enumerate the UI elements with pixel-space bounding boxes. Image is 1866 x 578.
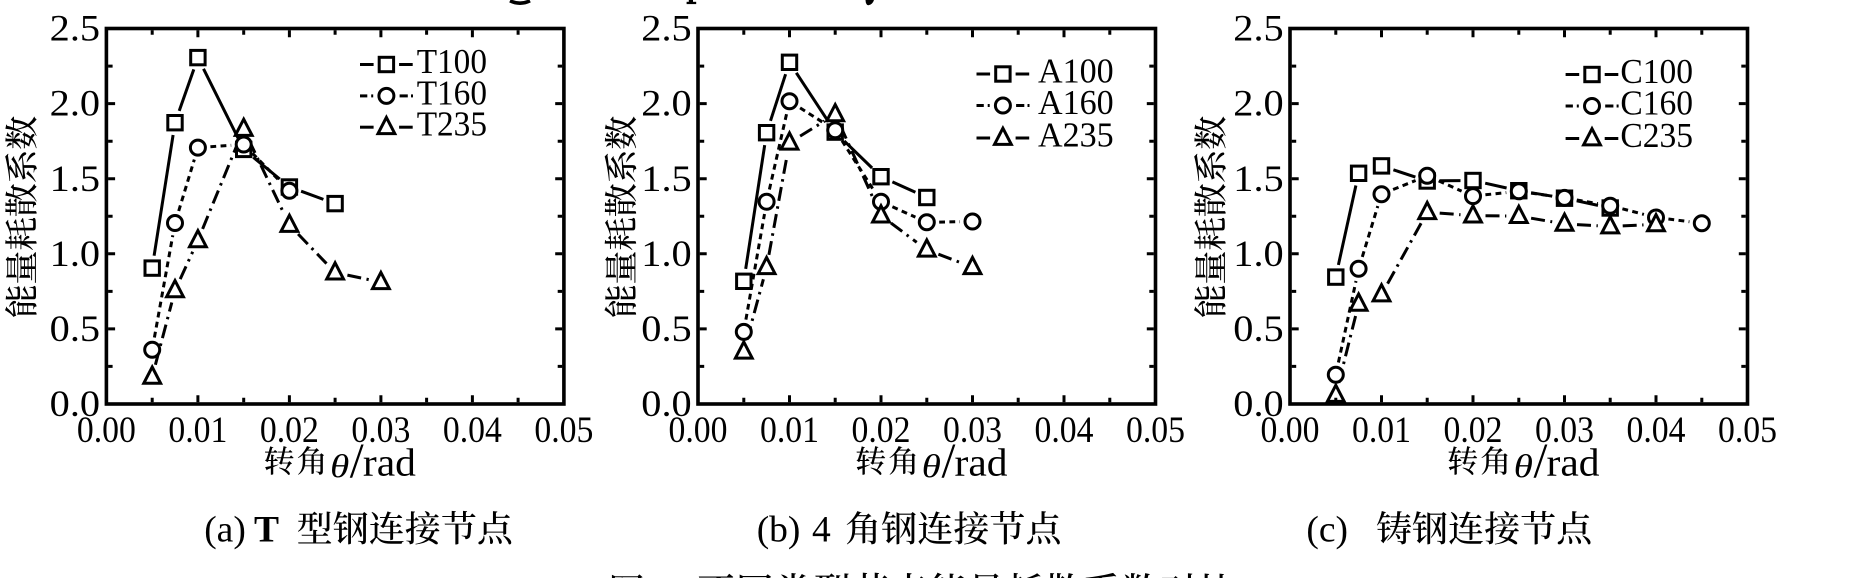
svg-text:0.0: 0.0 [50, 383, 100, 424]
svg-text:θ: θ [922, 448, 941, 485]
svg-text:θ: θ [330, 448, 349, 485]
svg-text:0.04: 0.04 [1627, 409, 1686, 450]
svg-text:1.0: 1.0 [1233, 233, 1283, 274]
svg-text:1.5: 1.5 [50, 158, 100, 199]
svg-text:1.0: 1.0 [50, 233, 100, 274]
svg-text:0.01: 0.01 [1352, 409, 1411, 450]
svg-text:(b): (b) [757, 510, 801, 551]
svg-text:0.00: 0.00 [1261, 409, 1320, 450]
svg-text:0.03: 0.03 [1535, 409, 1594, 450]
svg-text:rad: rad [363, 440, 416, 484]
svg-text:0.0: 0.0 [641, 383, 691, 424]
svg-text:1.5: 1.5 [1233, 158, 1283, 199]
svg-text:/: / [350, 432, 364, 488]
svg-text:0.02: 0.02 [260, 409, 319, 450]
svg-text:(a): (a) [204, 510, 246, 551]
svg-text:0.0: 0.0 [1233, 383, 1283, 424]
svg-text:0.03: 0.03 [351, 409, 410, 450]
svg-text:2.5: 2.5 [1233, 8, 1283, 49]
svg-text:θ: θ [1514, 448, 1533, 485]
svg-text:2.0: 2.0 [641, 83, 691, 124]
svg-text:0.05: 0.05 [534, 409, 593, 450]
svg-text:0.5: 0.5 [641, 308, 691, 349]
svg-text:2.0: 2.0 [50, 83, 100, 124]
svg-text:2.0: 2.0 [1233, 83, 1283, 124]
svg-text:0.04: 0.04 [443, 409, 502, 450]
svg-text:0.00: 0.00 [669, 409, 728, 450]
svg-text:0.02: 0.02 [852, 409, 911, 450]
svg-text:0.5: 0.5 [50, 308, 100, 349]
svg-text:0.04: 0.04 [1035, 409, 1094, 450]
svg-text:rad: rad [955, 440, 1008, 484]
svg-text:0.03: 0.03 [943, 409, 1002, 450]
svg-text:0.00: 0.00 [77, 409, 136, 450]
svg-text:0.01: 0.01 [168, 409, 227, 450]
svg-text:C235: C235 [1620, 116, 1693, 155]
svg-text:0.5: 0.5 [1233, 308, 1283, 349]
svg-text:A160: A160 [1038, 83, 1114, 122]
svg-text:A100: A100 [1038, 52, 1114, 91]
svg-text:0.02: 0.02 [1444, 409, 1503, 450]
svg-text:T235: T235 [417, 105, 487, 144]
svg-text:12: 12 [652, 573, 689, 578]
svg-text:2.5: 2.5 [50, 8, 100, 49]
svg-text:0.05: 0.05 [1718, 409, 1777, 450]
svg-text:rad: rad [1547, 440, 1600, 484]
svg-text:C160: C160 [1620, 84, 1693, 123]
svg-text:1.5: 1.5 [641, 158, 691, 199]
svg-text:C100: C100 [1620, 52, 1693, 91]
svg-text:T100: T100 [417, 42, 487, 81]
svg-text:T: T [254, 510, 279, 551]
svg-text:/: / [1534, 432, 1548, 488]
svg-text:A235: A235 [1038, 116, 1114, 155]
svg-text:0.01: 0.01 [760, 409, 819, 450]
svg-text:(c): (c) [1306, 510, 1348, 551]
svg-text:2.5: 2.5 [641, 8, 691, 49]
svg-text:0.05: 0.05 [1126, 409, 1185, 450]
svg-text:T160: T160 [417, 73, 487, 112]
svg-text:4: 4 [812, 510, 831, 551]
svg-text:1.0: 1.0 [641, 233, 691, 274]
svg-text:/: / [942, 432, 956, 488]
